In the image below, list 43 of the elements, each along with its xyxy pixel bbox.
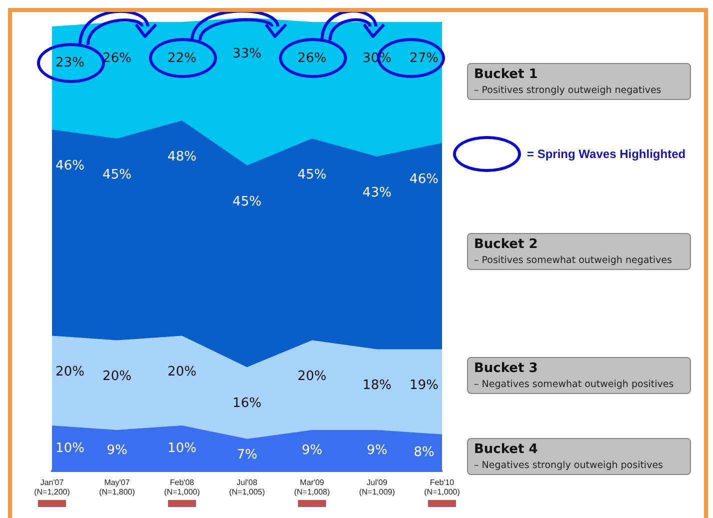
text: – Negatives strongly outweigh positives [474,460,664,471]
data-label: 26% [102,50,132,66]
data-label: 16% [232,396,262,411]
x-tick-label: Jul'08 (N=1,005) [229,478,266,496]
text: – Positives strongly outweigh negatives [474,85,662,96]
data-label: 20% [168,364,196,380]
data-label: 23% [56,55,84,70]
x-tick-label: Jan'07 (N=1,200) [34,478,70,496]
x-tick-label: Feb'08 (N=1,000) [164,478,200,496]
data-label: 45% [232,194,262,210]
text: Bucket 4 [474,442,539,457]
text: Bucket 2 [474,237,539,252]
data-label: 10% [56,440,84,456]
data-label: 45% [102,167,132,182]
data-label: 27% [410,50,438,66]
data-label: 26% [298,50,326,66]
data-label: 19% [410,378,438,394]
text: = Spring Waves Highlighted [527,147,686,161]
data-label: 8% [414,445,434,460]
text: Bucket 3 [474,361,539,376]
data-label: 20% [56,364,84,380]
data-label: 43% [362,185,392,200]
text: – Positives somewhat outweigh negatives [474,255,673,266]
data-label: 20% [102,369,132,384]
text: – Negatives somewhat outweigh positives [474,379,675,390]
x-tick-label: May'07 (N=1,800) [99,478,136,496]
x-tick-label: Jul'09 (N=1,009) [359,478,396,496]
data-label: 46% [410,172,438,187]
data-label: 22% [168,50,196,66]
data-label: 9% [106,443,128,458]
data-label: 9% [302,443,322,458]
x-tick-label: Feb'10 (N=1,000) [424,478,460,496]
text: Bucket 1 [474,67,539,82]
data-label: 7% [236,447,258,462]
x-tick-label: Mar'09 (N=1,008) [294,478,330,496]
data-label: 9% [366,443,388,458]
data-label: 46% [56,158,84,174]
data-label: 18% [362,378,392,394]
data-label: 20% [298,369,326,384]
data-label: 10% [168,440,196,456]
data-label: 48% [168,149,196,164]
data-label: 45% [298,167,326,182]
data-label: 33% [232,46,262,62]
